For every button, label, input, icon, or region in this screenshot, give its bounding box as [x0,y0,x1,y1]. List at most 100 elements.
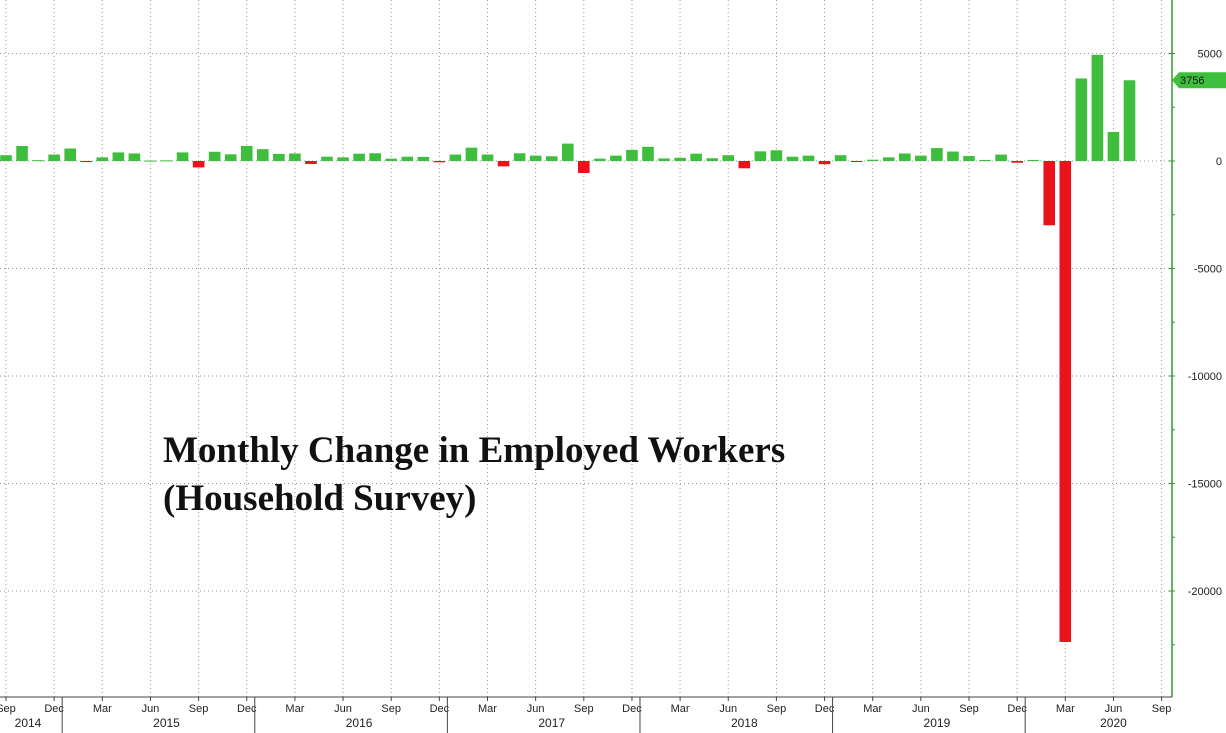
bar [915,155,927,161]
bar [112,152,125,161]
y-tick-label: -5000 [1194,264,1222,276]
bar [1043,161,1056,226]
y-tick-label: -15000 [1188,479,1222,491]
bar [16,145,28,161]
x-month-label: Sep [0,703,16,715]
y-tick-label: 5000 [1198,49,1222,61]
bar [882,157,895,161]
bar [240,145,253,161]
x-month-label: Mar [478,703,497,715]
x-month-label: Sep [959,703,979,715]
x-month-label: Sep [767,703,787,715]
bar [289,153,301,161]
x-year-label: 2014 [15,716,42,730]
bar [224,154,237,161]
bar [1107,131,1120,161]
x-month-label: Dec [237,703,257,715]
bar [1011,161,1023,163]
bar [754,151,767,161]
bar [818,161,831,165]
x-month-label: Sep [1152,703,1172,715]
bar [96,157,109,161]
bar [64,148,76,161]
x-year-label: 2015 [153,716,180,730]
x-year-label: 2016 [346,716,373,730]
x-month-label: Jun [142,703,160,715]
bar [545,156,558,161]
bar [706,158,718,161]
bar [32,160,44,162]
bar [642,146,654,161]
last-value-badge [1172,72,1226,89]
chart-title-line-2: (Household Survey) [163,478,477,519]
x-month-label: Jun [334,703,352,715]
y-tick-label: -10000 [1188,371,1222,383]
bar [529,155,542,161]
bar [899,153,911,161]
x-month-label: Dec [430,703,450,715]
bar [979,159,991,161]
bar [48,154,60,161]
bar [257,149,269,161]
bar [738,161,751,169]
x-month-label: Sep [574,703,594,715]
x-month-label: Mar [671,703,690,715]
y-tick-label: 0 [1216,156,1222,168]
y-axis: 5000 0 -5000 -10000 -15000 -20000 [1169,0,1222,697]
bar [1059,161,1072,642]
bar [995,154,1007,161]
bar [1123,80,1136,161]
bar [144,160,157,162]
x-month-label: Jun [719,703,737,715]
bar [610,155,622,161]
bar [626,149,638,161]
bar [176,152,189,161]
x-month-label: Dec [622,703,642,715]
bar [1091,54,1104,161]
bar [931,148,943,161]
x-month-label: Mar [93,703,112,715]
bar [273,153,285,161]
bar [369,153,381,161]
x-month-label: Dec [1007,703,1027,715]
bar [1027,159,1039,161]
bar [850,161,863,162]
x-year-label: 2018 [731,716,758,730]
bar [1075,78,1088,161]
bar [770,150,783,161]
last-value-marker: 3756 [1172,72,1226,89]
bar [192,161,205,168]
x-month-label: Jun [1105,703,1123,715]
bar [947,151,959,161]
bar [433,161,446,163]
bar [802,155,815,161]
x-month-label: Sep [189,703,209,715]
x-month-label: Jun [912,703,930,715]
bar [449,154,462,161]
bar [208,151,221,161]
x-month-label: Mar [1056,703,1075,715]
bar [561,143,574,161]
x-axis: Sep Dec Mar Jun Sep Dec Mar Jun Sep Dec Mar Jun Sep D… [0,696,1172,733]
bars [0,54,1136,642]
x-month-label: Jun [527,703,545,715]
gridlines [0,0,1172,697]
bar [963,156,975,161]
x-month-label: Mar [285,703,304,715]
bar [385,158,397,161]
bar [305,161,317,165]
bar [658,158,670,161]
bar [337,157,349,161]
bar [481,154,494,161]
bar [594,158,606,161]
x-year-label: 2017 [538,716,565,730]
bar [160,160,173,162]
x-year-label: 2020 [1100,716,1127,730]
x-month-label: Dec [44,703,64,715]
x-month-label: Sep [381,703,401,715]
bar [321,156,333,161]
bar [834,155,847,161]
bar [417,156,430,161]
chart-title-line-1: Monthly Change in Employed Workers [163,430,785,471]
